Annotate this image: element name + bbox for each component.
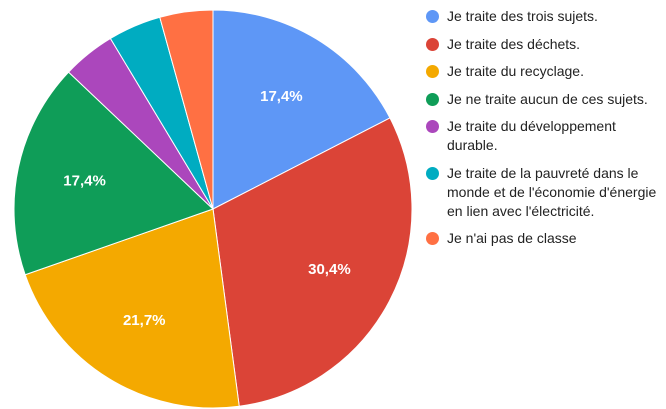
legend-label: Je n'ai pas de classe bbox=[447, 230, 577, 246]
legend-item: Je ne traite aucun de ces sujets. bbox=[426, 90, 662, 109]
legend-label: Je traite des déchets. bbox=[447, 35, 581, 52]
legend-label: Je ne traite aucun de ces sujets. bbox=[447, 90, 648, 107]
legend-item: Je n'ai pas de classe bbox=[426, 229, 662, 248]
legend-swatch bbox=[426, 10, 439, 23]
legend-item: Je traite des trois sujets. bbox=[426, 7, 662, 26]
legend-label: Je traite du développement durable. bbox=[447, 118, 616, 153]
pie-slice bbox=[159, 9, 214, 210]
legend-item: Je traite du développement durable. bbox=[426, 117, 662, 155]
pie: 17,4% 30,4% 21,7% 17,4% bbox=[13, 9, 413, 409]
legend-item: Je traite du recyclage. bbox=[426, 62, 662, 81]
legend-swatch bbox=[426, 92, 439, 106]
legend-item: Je traite de la pauvreté dans le monde e… bbox=[426, 164, 662, 221]
pie-slice bbox=[24, 208, 240, 409]
legend: Je traite des trois sujets. Je traite des… bbox=[426, 7, 662, 257]
pie-slice bbox=[212, 117, 413, 407]
slice-label: 17,4% bbox=[260, 88, 303, 105]
legend-swatch bbox=[426, 37, 439, 51]
slice-label: 17,4% bbox=[63, 172, 106, 189]
slice-label: 30,4% bbox=[308, 261, 351, 278]
legend-label: Je traite du recyclage. bbox=[447, 63, 584, 79]
legend-swatch bbox=[426, 65, 439, 78]
pie-slice bbox=[212, 9, 391, 210]
slice-label: 21,7% bbox=[123, 312, 166, 329]
pie-slice bbox=[13, 71, 214, 276]
legend-label: Je traite de la pauvreté dans le monde e… bbox=[447, 164, 657, 219]
legend-swatch bbox=[426, 120, 439, 133]
legend-swatch bbox=[426, 232, 439, 245]
legend-item: Je traite des déchets. bbox=[426, 35, 662, 54]
legend-swatch bbox=[426, 166, 439, 180]
legend-label: Je traite des trois sujets. bbox=[447, 8, 598, 24]
